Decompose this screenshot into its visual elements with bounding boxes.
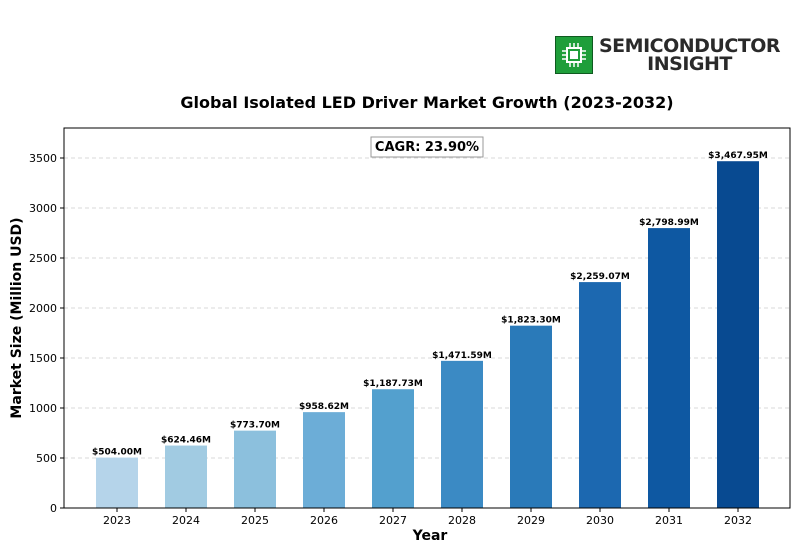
bar-2024 — [165, 445, 207, 508]
brand-line-2: INSIGHT — [647, 53, 732, 75]
x-tick-label: 2023 — [103, 514, 131, 527]
y-tick-label: 1500 — [29, 352, 57, 365]
chip-icon — [555, 36, 593, 74]
bars — [96, 161, 759, 508]
x-axis-ticks: 2023 2024 2025 2026 2027 2028 2029 2030 2031 2032 — [103, 508, 752, 527]
bar-value-label: $504.00M — [92, 448, 142, 458]
x-tick-label: 2026 — [310, 514, 338, 527]
y-tick-label: 3000 — [29, 202, 57, 215]
y-tick-label: 3500 — [29, 152, 57, 165]
x-tick-label: 2025 — [241, 514, 269, 527]
y-tick-label: 500 — [36, 452, 57, 465]
chart-title: Global Isolated LED Driver Market Growth… — [180, 93, 674, 112]
cagr-annotation: CAGR: 23.90% — [370, 136, 484, 158]
bar-value-label: $2,798.99M — [639, 218, 699, 228]
x-tick-label: 2031 — [655, 514, 683, 527]
cagr-label: CAGR: 23.90% — [375, 140, 479, 155]
y-axis-ticks: 0 500 1000 1500 2000 2500 3000 3500 — [29, 152, 64, 515]
bar-value-label: $1,823.30M — [501, 316, 561, 326]
y-axis-title: Market Size (Million USD) — [9, 217, 25, 418]
bar-value-label: $2,259.07M — [570, 272, 630, 282]
y-tick-label: 2500 — [29, 252, 57, 265]
cagr-box — [370, 136, 484, 158]
plot-frame — [63, 127, 791, 509]
bar-2025 — [234, 430, 276, 508]
y-tick-label: 2000 — [29, 302, 57, 315]
bar-2030 — [579, 282, 621, 508]
x-tick-label: 2032 — [724, 514, 752, 527]
x-tick-label: 2030 — [586, 514, 614, 527]
bar-value-label: $1,187.73M — [363, 379, 423, 389]
bar-value-label: $3,467.95M — [708, 151, 768, 161]
bar-2032 — [717, 161, 759, 508]
x-tick-label: 2029 — [517, 514, 545, 527]
brand-line-1: SEMICONDUCTOR — [599, 35, 781, 57]
x-tick-label: 2024 — [172, 514, 200, 527]
bar-2029 — [510, 325, 552, 508]
bar-value-label: $958.62M — [299, 402, 349, 412]
bar-2028 — [441, 360, 483, 508]
y-tick-label: 1000 — [29, 402, 57, 415]
bar-value-label: $773.70M — [230, 421, 280, 431]
bar-2031 — [648, 228, 690, 508]
bar-value-label: $1,471.59M — [432, 351, 492, 361]
bar-2023 — [96, 457, 138, 508]
bar-value-labels: $504.00M $624.46M $773.70M $958.62M $1,187.7… — [92, 151, 768, 457]
brand-logo: SEMICONDUCTOR INSIGHT — [555, 35, 781, 75]
y-tick-label: 0 — [50, 502, 57, 515]
brand-wordmark: SEMICONDUCTOR INSIGHT — [599, 35, 781, 75]
bar-2026 — [303, 412, 345, 508]
x-tick-label: 2027 — [379, 514, 407, 527]
bar-value-label: $624.46M — [161, 436, 211, 446]
x-axis-title: Year — [412, 528, 448, 544]
x-tick-label: 2028 — [448, 514, 476, 527]
bar-2027 — [372, 389, 414, 508]
